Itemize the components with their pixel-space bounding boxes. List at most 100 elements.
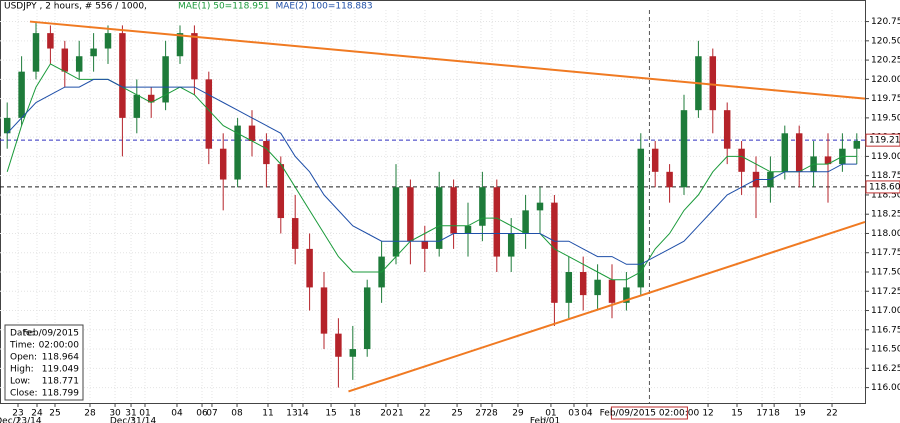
legend-entry: MAE(1) 50=118.951 [178,2,269,12]
info-label: High: [10,365,34,375]
x-tick-label: 01 [139,409,150,419]
candle-body [392,187,400,257]
y-tick-label: 118.750 [871,171,900,181]
info-label: Open: [10,353,37,363]
info-value: 119.049 [42,365,79,375]
x-tick-label: 04 [581,409,593,419]
x-tick-label: 25 [451,409,462,419]
candle-body [349,349,357,357]
candle-body [795,133,803,172]
candle-body [853,141,861,149]
candle-body [219,148,227,180]
y-tick-label: 118.000 [871,229,900,239]
info-value: 118.964 [42,353,79,363]
info-box [4,324,84,401]
candle-body [608,279,616,303]
candle-body [435,187,443,249]
cursor-label: Feb/09/2015 02:00:00 [600,409,700,419]
candle-body [133,94,141,118]
x-tick-label: Feb/01 [530,417,560,423]
x-tick-label: 18 [349,409,361,419]
x-tick-label: Dec/31/14 [110,417,157,423]
candle-body [191,33,198,80]
candle-body [651,148,659,172]
x-tick-label: Dec/23/14 [0,417,42,423]
x-tick-label: 04 [171,409,183,419]
candle-body [335,333,342,357]
y-tick-label: 116.750 [871,325,900,335]
x-tick-label: 29 [512,409,524,419]
y-tick-label: 120.000 [871,75,900,85]
info-label: Time: [9,341,35,351]
y-tick-label: 116.250 [871,364,900,374]
candle-body [666,171,673,188]
x-tick-label: 12 [702,409,713,419]
x-tick-label: 27 [475,409,486,419]
candle-body [147,94,155,103]
trendline [348,220,866,393]
y-tick-label: 119.000 [871,152,900,162]
candle-body [234,125,241,180]
x-tick-label: 20 [380,409,392,419]
candle-body [3,117,11,134]
trendline [29,20,866,100]
x-tick-label: 18 [768,409,780,419]
x-tick-label: 31 [125,409,136,419]
candle-body [709,56,717,111]
x-tick-label: 28 [84,409,96,419]
candle-body [637,148,645,288]
x-tick-label: 22 [419,409,430,419]
moving-average [6,63,857,281]
y-tick-label: 117.500 [871,268,900,278]
x-tick-label: 30 [109,409,121,419]
candle-body [61,48,69,72]
candle-body [75,56,83,72]
y-tick-label: 118.250 [871,210,900,220]
x-tick-label: 11 [262,409,273,419]
candle-body [320,287,328,334]
candle-body [493,187,501,257]
candle-body [104,33,112,49]
candle-body [824,156,832,165]
candle-body [205,79,213,149]
info-value: 118.799 [42,389,79,399]
x-tick-label: 17 [756,409,767,419]
candle-body [32,33,40,72]
plot-frame [0,0,866,404]
chart-title: USDJPY , 2 hours, # 556 / 1000, [4,2,147,12]
candle-body [781,133,789,172]
cursor-label-box [610,406,688,420]
y-tick-label: 117.750 [871,248,900,258]
y-tick-label: 120.750 [871,17,900,27]
candle-body [551,202,558,303]
x-tick-label: 06 [196,409,208,419]
info-label: Low: [10,377,30,387]
candle-body [680,110,688,188]
moving-average [6,78,857,265]
candle-body [450,187,457,234]
y-tick-label: 120.250 [871,56,900,66]
candle-body [464,225,472,234]
x-tick-label: 15 [325,409,336,419]
candle-body [507,233,515,257]
y-tick-label: 116.000 [871,383,900,393]
level-label-box [865,180,900,194]
candle-body [176,33,184,57]
candle-body [479,187,486,226]
y-tick-label: 117.000 [871,306,900,316]
candle-body [306,248,313,288]
y-tick-label: 119.750 [871,94,900,104]
candle-body [263,141,270,165]
y-tick-label: 118.500 [871,190,900,200]
legend-entry: MAE(2) 100=118.883 [275,2,372,12]
candle-body [594,279,601,296]
x-tick-label: 19 [794,409,806,419]
x-tick-label: 22 [826,409,837,419]
x-tick-label: 15 [731,409,742,419]
info-value: Feb/09/2015 [23,329,79,339]
candle-body [579,272,587,296]
candle-body [522,210,529,234]
x-tick-label: 25 [49,409,60,419]
level-label-box [865,133,900,147]
